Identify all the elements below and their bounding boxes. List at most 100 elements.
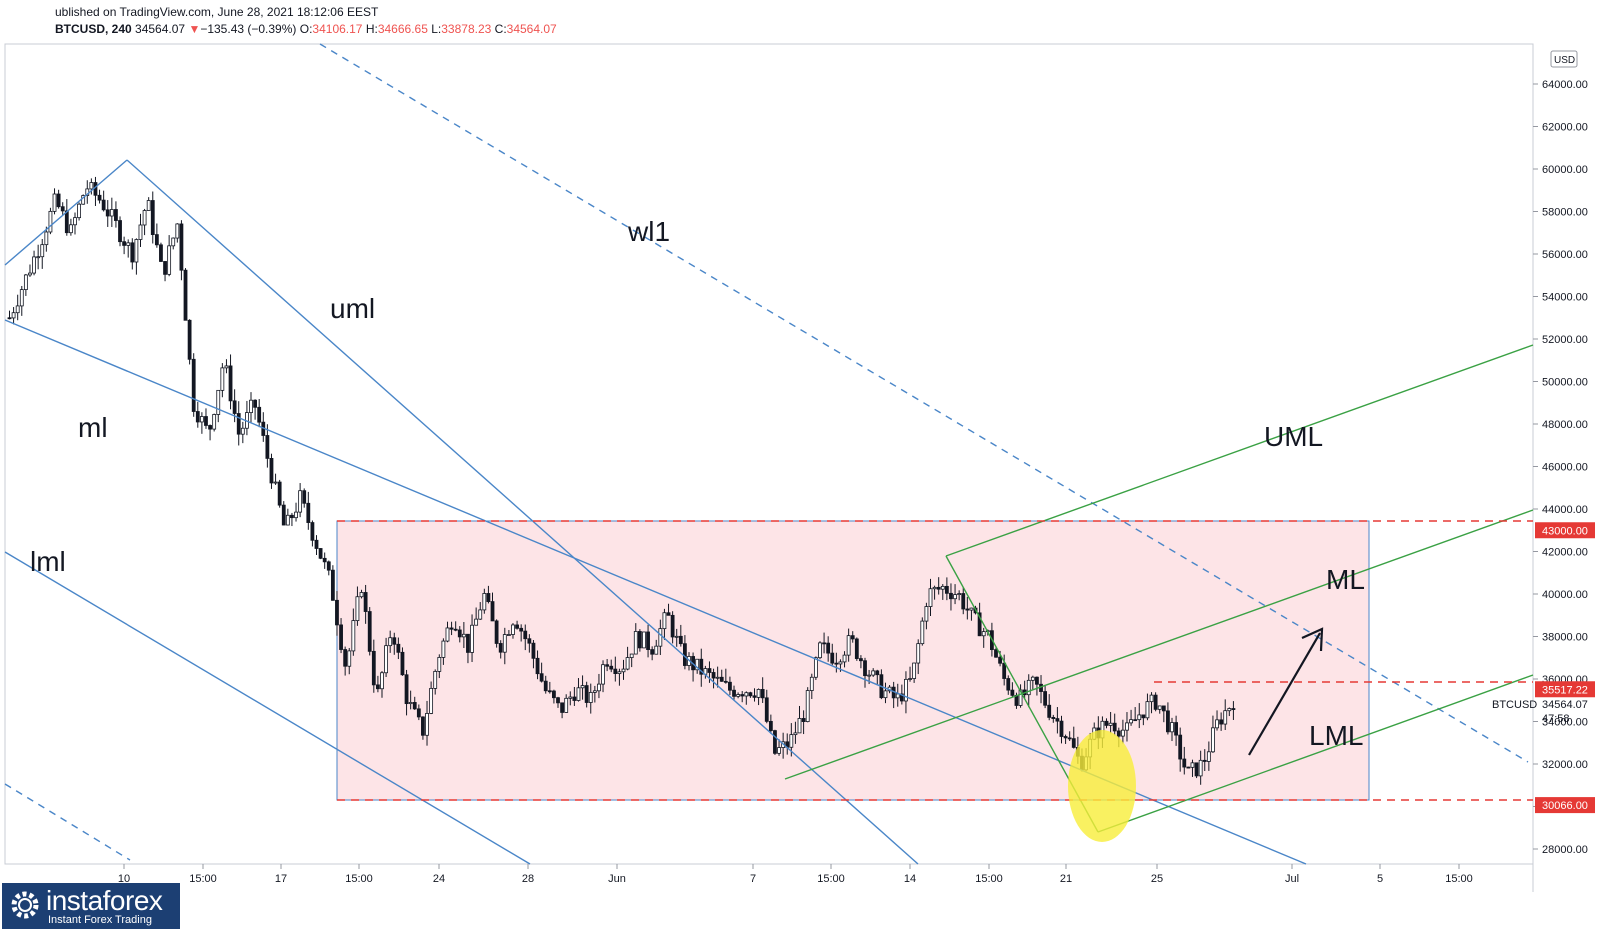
candle [335, 591, 339, 636]
candle [1206, 741, 1211, 771]
candle [314, 535, 319, 555]
currency-badge[interactable]: USD [1550, 50, 1578, 68]
price-tag-label: 43000.00 [1542, 525, 1588, 537]
candle [658, 619, 663, 656]
candle [756, 688, 761, 706]
candle [171, 237, 176, 250]
highlight-ellipse[interactable] [1068, 730, 1136, 842]
ascending-median-line[interactable] [784, 509, 1534, 780]
candle [1223, 699, 1228, 730]
candle [15, 294, 20, 321]
candle [654, 639, 659, 655]
candle [281, 501, 286, 526]
candle [584, 681, 589, 708]
x-tick-label: 7 [750, 873, 756, 885]
candle [1219, 712, 1224, 731]
candle [732, 685, 736, 700]
candle [257, 398, 262, 428]
candle [425, 700, 429, 746]
candle [1137, 703, 1142, 729]
candle [944, 577, 949, 601]
open-value: 34106.17 [312, 22, 363, 36]
candle [908, 666, 912, 682]
candle [150, 191, 155, 244]
candle [1067, 731, 1072, 742]
candle [294, 502, 298, 522]
candle [797, 705, 802, 734]
candle [330, 565, 335, 601]
label-uml: uml [330, 293, 375, 324]
candle [1227, 707, 1232, 717]
candle [527, 634, 532, 653]
ascending-lower-median-line[interactable] [1097, 674, 1534, 833]
candle [408, 690, 413, 710]
y-tick-label: 56000.00 [1542, 249, 1588, 261]
candle [715, 666, 720, 688]
candle [285, 508, 290, 526]
candle [965, 596, 970, 620]
y-tick-label: 52000.00 [1542, 334, 1588, 346]
candle [1129, 709, 1133, 726]
candle [818, 641, 822, 660]
candle [159, 242, 163, 262]
candle [556, 696, 560, 708]
consolidation-range-box[interactable] [336, 520, 1370, 801]
candle [552, 689, 556, 704]
candle [89, 178, 94, 195]
x-tick-label: Jun [608, 873, 626, 885]
bullish-arrow[interactable] [1248, 627, 1324, 756]
candle [23, 273, 28, 296]
candle [633, 623, 638, 655]
candle [768, 714, 773, 734]
candle [380, 671, 384, 698]
candle [482, 588, 487, 614]
candle [637, 629, 642, 652]
candle [621, 659, 626, 680]
candle [871, 668, 876, 677]
candle [179, 220, 184, 281]
candle [146, 197, 151, 211]
candle [670, 611, 675, 644]
candle [793, 721, 798, 744]
candle [269, 453, 274, 489]
candle [253, 399, 258, 420]
candle [957, 590, 962, 601]
candle [351, 608, 356, 656]
pitchfork-handle-line[interactable] [4, 159, 128, 266]
candle [605, 658, 610, 672]
candle [674, 628, 679, 647]
warning-line-wl1[interactable] [319, 43, 1529, 763]
y-tick-label: 60000.00 [1542, 164, 1588, 176]
candle [1145, 693, 1150, 721]
candle [175, 223, 180, 243]
candle [404, 669, 409, 716]
time-axis[interactable]: 10 15:00 17 15:00 24 28 Jun 7 15:00 14 15:00 21 25 Ju… [118, 864, 1473, 885]
lower-median-line[interactable] [4, 551, 531, 865]
gear-logo-icon [11, 891, 39, 919]
candle [519, 624, 524, 642]
candle [298, 483, 303, 518]
candle [854, 637, 859, 661]
candle [629, 653, 634, 668]
candle [511, 623, 515, 639]
candle [748, 691, 753, 698]
lower-warning-line[interactable] [4, 783, 131, 861]
symbol-label[interactable]: BTCUSD, 240 [55, 22, 132, 36]
candle [40, 238, 45, 269]
candle [834, 652, 839, 673]
upper-median-line[interactable] [126, 159, 919, 865]
price-axis[interactable]: 28000.0030000.0032000.0034000.0036000.00… [1533, 79, 1588, 856]
candle [494, 619, 499, 648]
candle [560, 702, 564, 719]
label-wl1: wl1 [627, 216, 670, 247]
candle [1166, 702, 1170, 735]
candle [445, 621, 450, 643]
chart-frame [4, 43, 1534, 892]
price-tag-label: 30066.00 [1542, 800, 1588, 812]
candle [118, 216, 122, 247]
price-tag-label: 35517.22 [1542, 684, 1588, 696]
candle [597, 673, 601, 699]
candle [470, 614, 474, 663]
candle [183, 268, 188, 321]
